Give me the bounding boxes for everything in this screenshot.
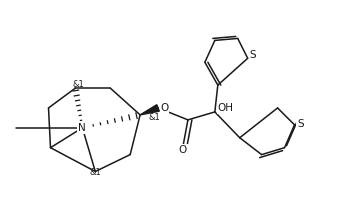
Text: S: S (297, 119, 304, 129)
Text: N: N (79, 123, 86, 133)
Text: OH: OH (218, 103, 234, 113)
Text: S: S (250, 50, 256, 60)
Polygon shape (140, 105, 159, 115)
Text: &1: &1 (89, 168, 101, 177)
Text: O: O (160, 103, 168, 113)
Text: &1: &1 (148, 113, 160, 122)
Text: &1: &1 (72, 80, 84, 89)
Text: O: O (179, 145, 187, 155)
